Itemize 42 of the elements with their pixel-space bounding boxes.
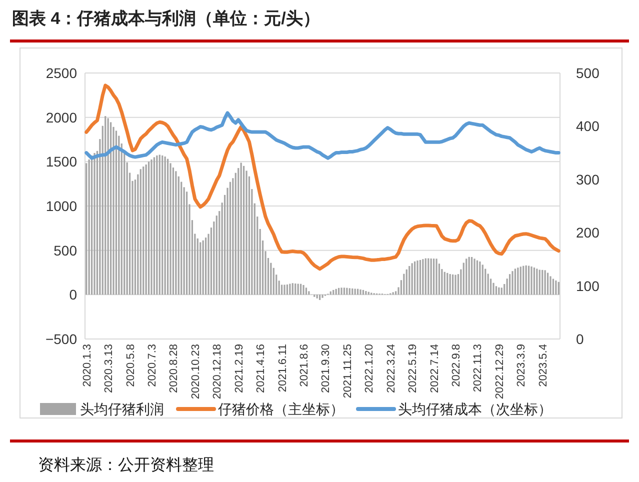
x-tick-label: 2020.5.8 — [124, 344, 137, 387]
chart-title: 图表 4：仔猪成本与利润（单位：元/头） — [12, 9, 320, 28]
x-tick-label: 2022.3.24 — [385, 344, 398, 393]
y-tick-label: 500 — [54, 242, 78, 258]
x-tick-label: 2020.3.13 — [103, 344, 116, 393]
y2-tick-label: 400 — [576, 118, 600, 134]
x-tick-label: 2020.1.3 — [81, 344, 94, 387]
legend-label: 仔猪价格（主坐标） — [218, 401, 344, 417]
y2-tick-label: 500 — [576, 65, 600, 81]
x-tick-label: 2022.9.8 — [450, 344, 462, 387]
x-tick-label: 2021.4.16 — [255, 344, 268, 393]
x-tick-label: 2022.5.19 — [407, 344, 420, 393]
legend-label: 头均仔猪利润 — [80, 401, 164, 417]
x-tick-label: 2022.12.29 — [494, 344, 506, 400]
x-tick-label: 2020.10.23 — [190, 344, 202, 400]
y2-tick-label: 0 — [576, 331, 584, 347]
x-tick-label: 2021.11.25 — [342, 344, 354, 398]
text: 资料来源：公开资料整理 — [38, 456, 214, 474]
x-tick-label: 2022.1.20 — [364, 344, 376, 393]
y2-tick-label: 300 — [576, 171, 600, 188]
x-tick-label: 2021.2.19 — [233, 344, 246, 393]
x-tick-label: 2022.11.3 — [472, 344, 484, 392]
line-series — [84, 84, 560, 271]
x-tick-label: 2021.9.30 — [320, 344, 332, 393]
y-tick-label: 2000 — [46, 109, 78, 126]
legend-label: 头均仔猪成本（次坐标） — [398, 401, 552, 417]
x-tick-label: 2023.5.4 — [537, 344, 550, 387]
y2-tick-label: 100 — [576, 278, 600, 294]
y-tick-label: 2500 — [46, 65, 78, 81]
x-tick-label: 2020.8.28 — [168, 344, 180, 393]
y2-tick-label: 200 — [576, 224, 600, 241]
x-tick-label: 2022.7.14 — [428, 344, 441, 393]
line-series — [84, 111, 560, 160]
x-tick-label: 2021.8.6 — [298, 344, 310, 387]
y-tick-label: 0 — [69, 286, 78, 303]
y-tick-label: 1500 — [46, 154, 78, 170]
y-tick-label: −500 — [45, 331, 78, 347]
x-tick-label: 2023.3.9 — [516, 344, 528, 387]
x-tick-label: 2021.6.11 — [276, 344, 289, 392]
x-tick-label: 2020.7.3 — [146, 344, 158, 387]
x-tick-label: 2020.12.18 — [212, 344, 224, 400]
y-tick-label: 1000 — [46, 198, 78, 214]
